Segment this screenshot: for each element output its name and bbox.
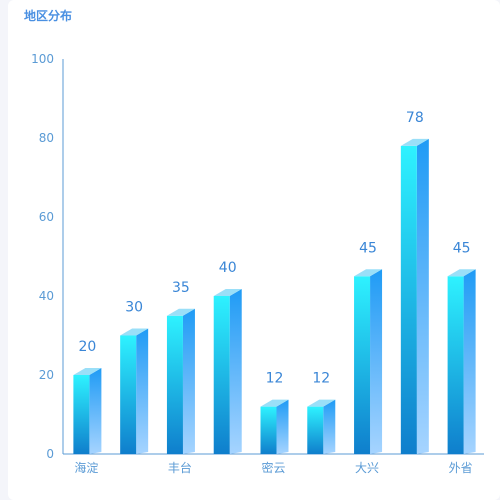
bar-group: 45 (447, 240, 476, 454)
bar-side (463, 269, 476, 454)
x-tick-label: 丰台 (168, 460, 192, 475)
bar-group: 45 (354, 240, 383, 454)
bar-group: 78 (400, 110, 429, 454)
bar-group: 12 (307, 371, 336, 454)
bar-group: 20 (73, 339, 102, 454)
bar-group: 35 (166, 280, 195, 454)
x-tick-label: 大兴 (355, 461, 379, 475)
data-label: 40 (219, 260, 237, 276)
bar-cap (447, 269, 476, 277)
bar (166, 315, 183, 454)
axes: 0 20 40 60 80 100 海淀 丰台 密云 大兴 外省 (31, 52, 484, 475)
chart-title: 地区分布 (24, 9, 73, 23)
bar-cap (260, 399, 289, 407)
bar-side (89, 368, 102, 454)
data-label: 12 (266, 371, 284, 387)
bar-side (416, 138, 429, 454)
data-label: 30 (125, 300, 143, 316)
bar (354, 276, 371, 454)
bar (213, 296, 230, 454)
bar-cap (166, 308, 195, 316)
bar-cap (307, 399, 336, 407)
bar (400, 145, 417, 454)
data-label: 78 (406, 110, 424, 126)
x-tick-label: 密云 (261, 460, 285, 475)
bar (73, 375, 90, 454)
data-label: 20 (78, 339, 96, 355)
y-tick-label: 20 (39, 368, 54, 382)
bar-side (370, 269, 383, 454)
bar-side (182, 308, 195, 454)
bar-side (229, 289, 242, 454)
bar-group: 12 (260, 371, 289, 454)
data-label: 35 (172, 280, 190, 296)
x-tick-label: 外省 (449, 461, 473, 475)
y-tick-label: 100 (31, 52, 54, 66)
bar (260, 406, 277, 454)
bar-cap (354, 269, 383, 277)
x-tick-label: 海淀 (74, 460, 98, 475)
bar-cap (213, 289, 242, 296)
data-label: 45 (359, 240, 377, 256)
bar-side (136, 328, 149, 454)
bar (120, 335, 137, 454)
bar (307, 406, 324, 454)
bars: 20 30 35 40 12 12 45 78 45 (73, 110, 476, 454)
y-tick-label: 80 (39, 131, 54, 145)
y-tick-label: 40 (39, 289, 54, 303)
bar-group: 40 (213, 260, 242, 454)
bar-cap (120, 328, 149, 336)
bar-cap (400, 138, 429, 146)
data-label: 12 (312, 371, 330, 387)
data-label: 45 (453, 240, 471, 256)
y-tick-label: 60 (39, 210, 54, 224)
bar (447, 276, 464, 454)
bar-cap (73, 368, 102, 375)
bar-side (323, 399, 336, 454)
bar-side (276, 399, 289, 454)
y-tick-label: 0 (46, 447, 54, 461)
bar-group: 30 (120, 300, 149, 454)
